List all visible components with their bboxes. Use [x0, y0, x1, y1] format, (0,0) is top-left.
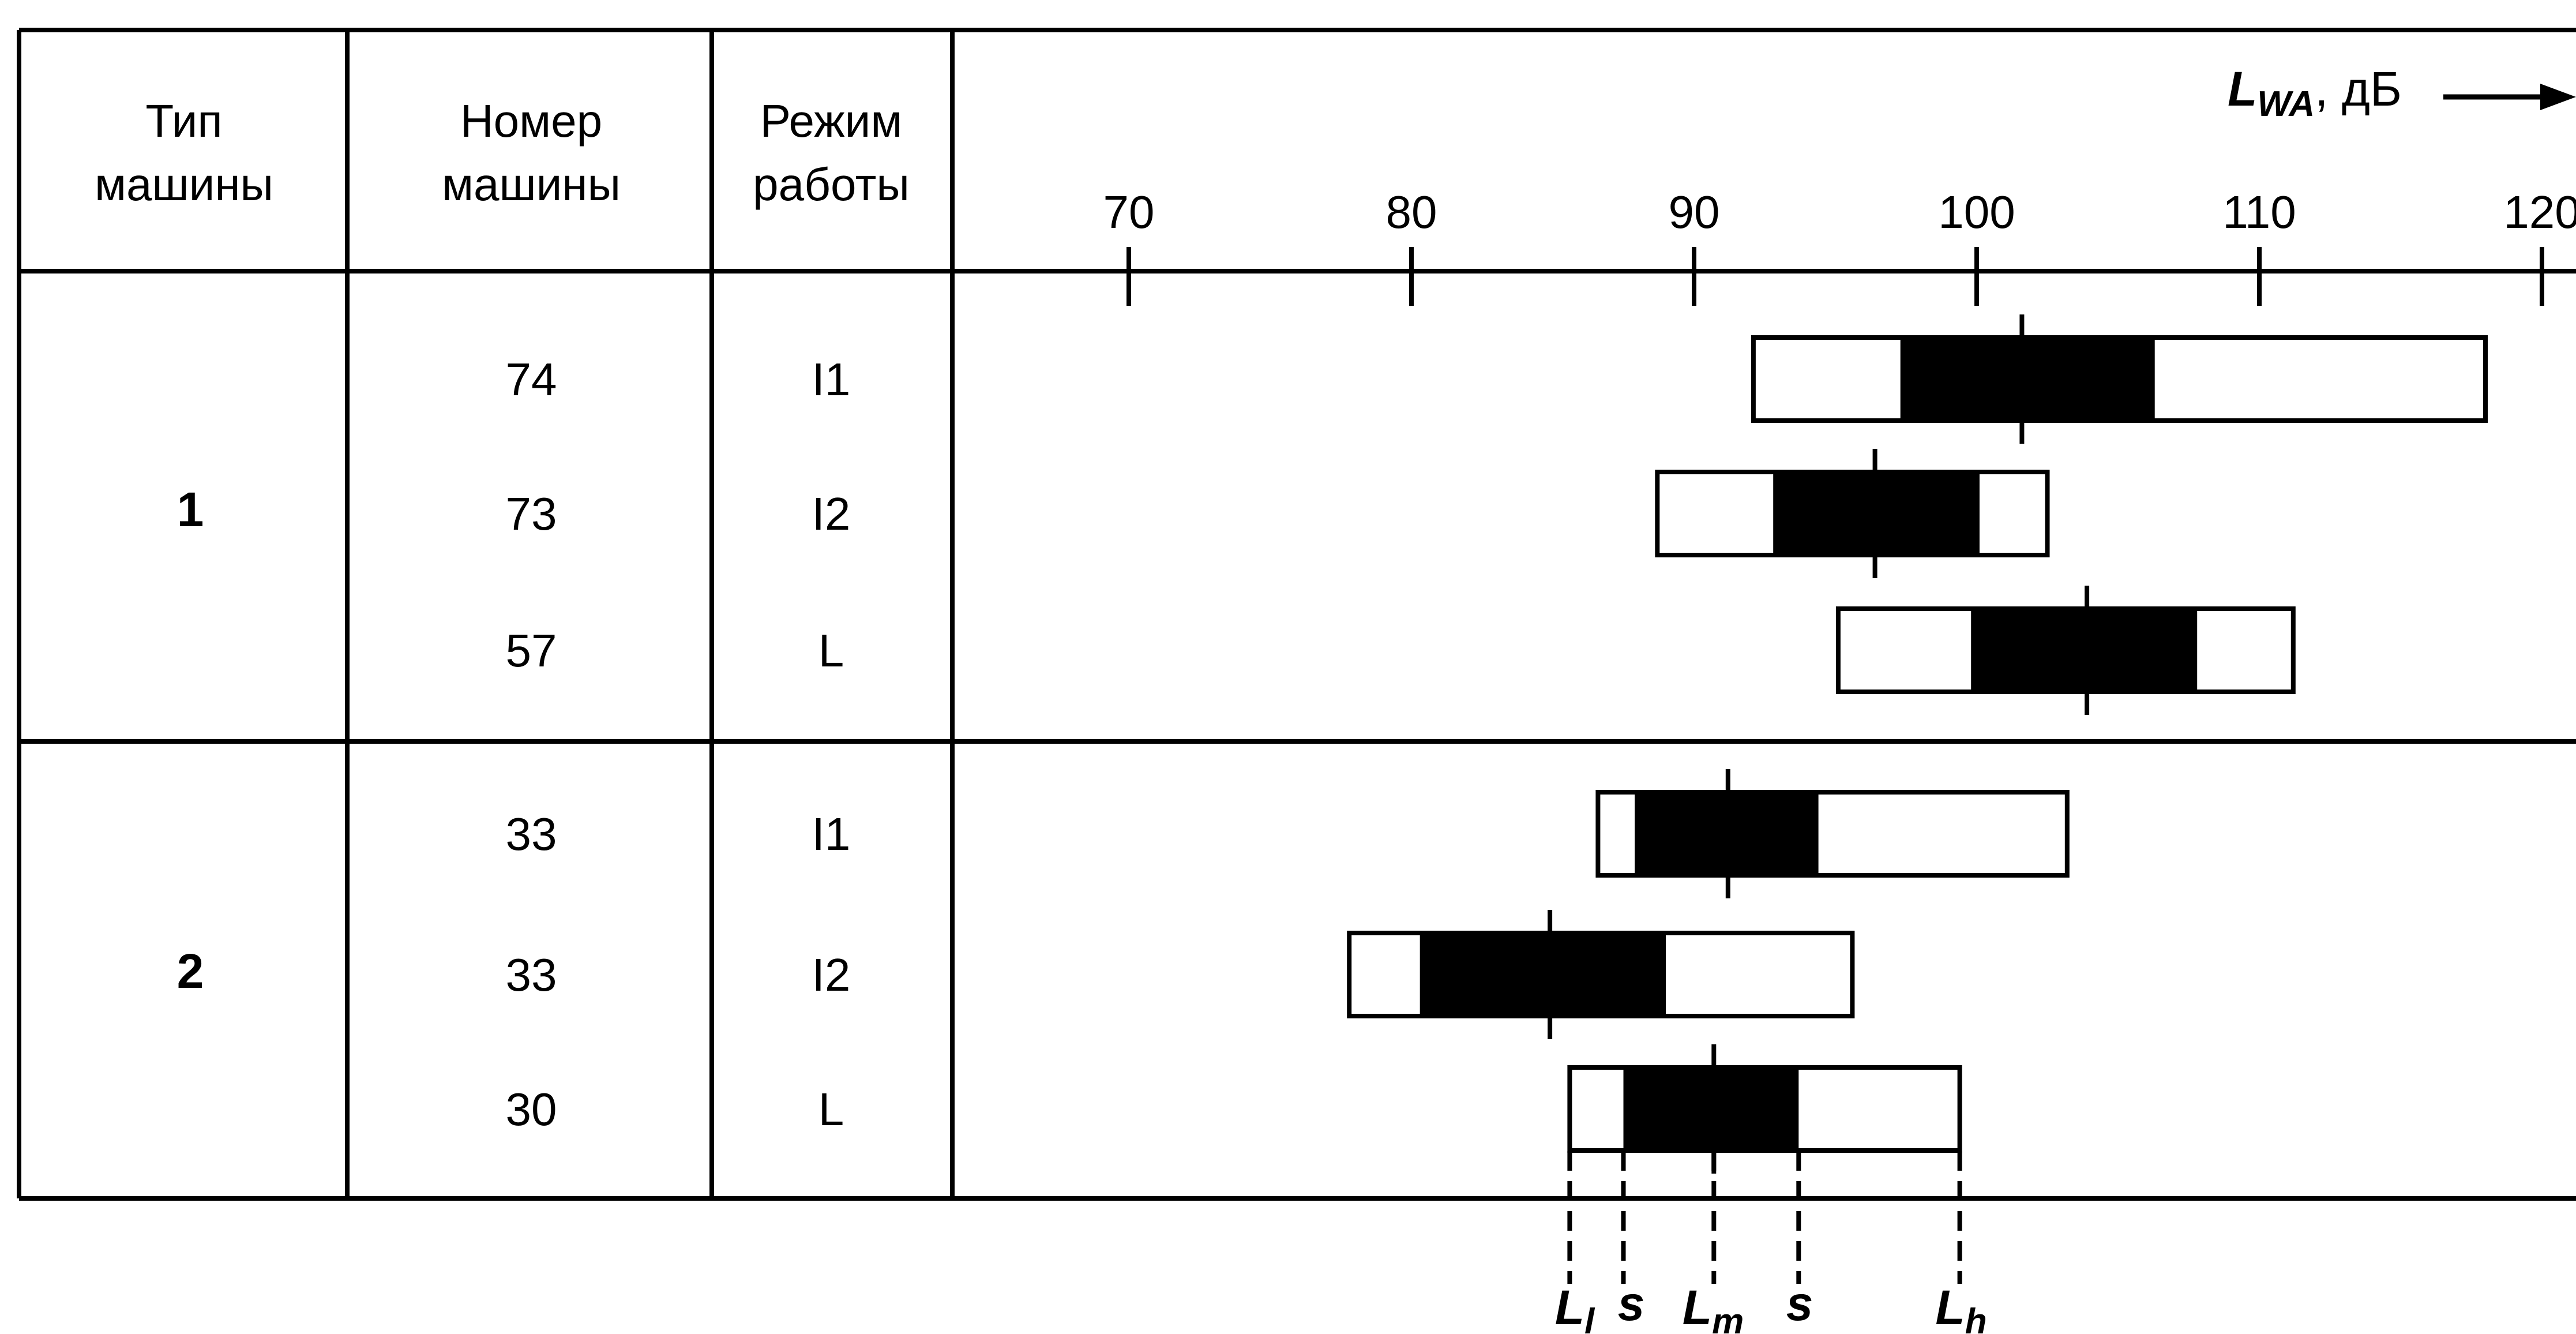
- range-bar-row-2: [1655, 449, 2050, 578]
- machine-number-cell: 33: [506, 949, 557, 1000]
- machine-number-cell: 74: [506, 354, 557, 405]
- range-bar-inner: [1420, 933, 1666, 1016]
- range-bar-row-1: [1751, 314, 2488, 444]
- machine-number-cell: 30: [506, 1084, 557, 1135]
- axis-tick-label-100: 100: [1938, 186, 2015, 238]
- header-machine-number-line1: Номер: [460, 95, 602, 147]
- axis-tick-label-70: 70: [1103, 186, 1155, 238]
- range-bar-row-4: [1595, 769, 2070, 898]
- header-machine-type: Тип машины: [95, 95, 273, 210]
- header-operating-mode: Режим работы: [753, 95, 910, 210]
- legend-L-m: Lm: [1683, 1280, 1744, 1334]
- axis-tick-label-80: 80: [1386, 186, 1437, 238]
- legend-s-low: s: [1618, 1276, 1645, 1331]
- axis-ticks: 70 80 90 100 110 120: [1103, 186, 2576, 306]
- axis-arrow-head: [2540, 84, 2576, 110]
- operating-mode-cell: I1: [812, 808, 851, 860]
- range-bar-row-6: [1567, 1044, 1962, 1174]
- axis-tick-label-120: 120: [2503, 186, 2576, 238]
- group-label-1: 1: [177, 482, 204, 537]
- legend-guides: [1567, 1151, 1962, 1284]
- range-bar-inner: [1900, 338, 2155, 421]
- operating-mode-cell: I1: [812, 354, 851, 405]
- range-bar-row-5: [1347, 910, 1855, 1039]
- header-operating-mode-line1: Режим: [760, 95, 903, 147]
- legend-L-l: Ll: [1555, 1280, 1595, 1334]
- axis-tick-label-110: 110: [2222, 186, 2296, 238]
- machine-number-cell: 73: [506, 488, 557, 539]
- legend-L-h: Lh: [1935, 1280, 1987, 1334]
- operating-mode-cell: I2: [812, 488, 851, 539]
- operating-mode-cell: L: [818, 1084, 844, 1135]
- header-machine-type-line1: Тип: [145, 95, 222, 147]
- header-machine-number: Номер машины: [442, 95, 621, 210]
- header-operating-mode-line2: работы: [753, 159, 910, 210]
- range-bars: [1347, 314, 2488, 1174]
- axis-label: LWA, дБ: [2228, 62, 2402, 124]
- legend-s-high: s: [1786, 1276, 1813, 1331]
- header-machine-number-line2: машины: [442, 159, 621, 210]
- group-label-2: 2: [177, 944, 204, 998]
- axis-tick-label-90: 90: [1669, 186, 1720, 238]
- machine-number-cell: 57: [506, 625, 557, 676]
- table-grid: [17, 28, 2576, 1201]
- operating-mode-cell: L: [818, 625, 844, 676]
- header-machine-type-line2: машины: [95, 159, 273, 210]
- range-bar-inner: [1623, 1067, 1799, 1151]
- operating-mode-cell: I2: [812, 949, 851, 1000]
- machine-number-cell: 33: [506, 808, 557, 860]
- range-bar-inner: [1971, 609, 2198, 692]
- range-bar-row-3: [1835, 586, 2296, 715]
